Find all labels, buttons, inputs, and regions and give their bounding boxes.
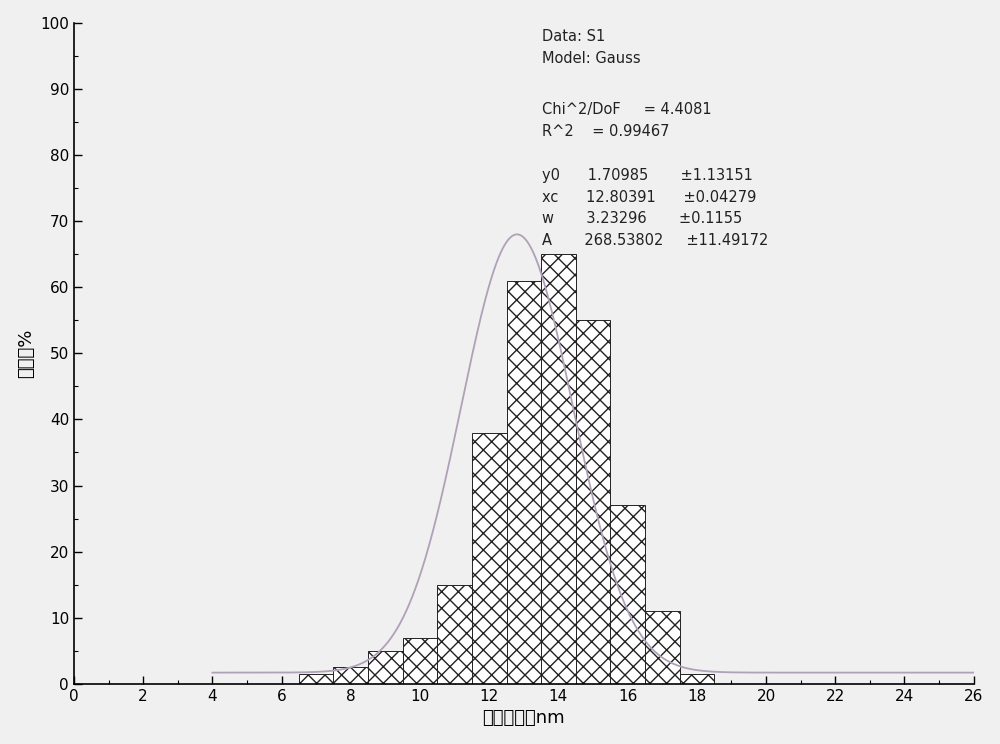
Bar [437,585,472,684]
Text: y0      1.70985       ±1.13151
xc      12.80391      ±0.04279
w       3.23296   : y0 1.70985 ±1.13151 xc 12.80391 ±0.04279… [542,168,768,248]
Y-axis label: 频率／%: 频率／% [17,329,35,378]
Bar [403,638,437,684]
Bar [610,505,645,684]
Bar [680,674,714,684]
Text: Chi^2/DoF     = 4.4081
R^2    = 0.99467: Chi^2/DoF = 4.4081 R^2 = 0.99467 [542,102,711,138]
Bar [507,280,541,684]
Bar [541,254,576,684]
Text: Data: S1
Model: Gauss: Data: S1 Model: Gauss [542,29,640,66]
Bar [368,651,403,684]
Bar [645,611,680,684]
Bar [333,667,368,684]
Bar [576,320,610,684]
Bar [472,433,507,684]
Bar [299,674,333,684]
X-axis label: 粒径大小／nm: 粒径大小／nm [482,709,565,728]
